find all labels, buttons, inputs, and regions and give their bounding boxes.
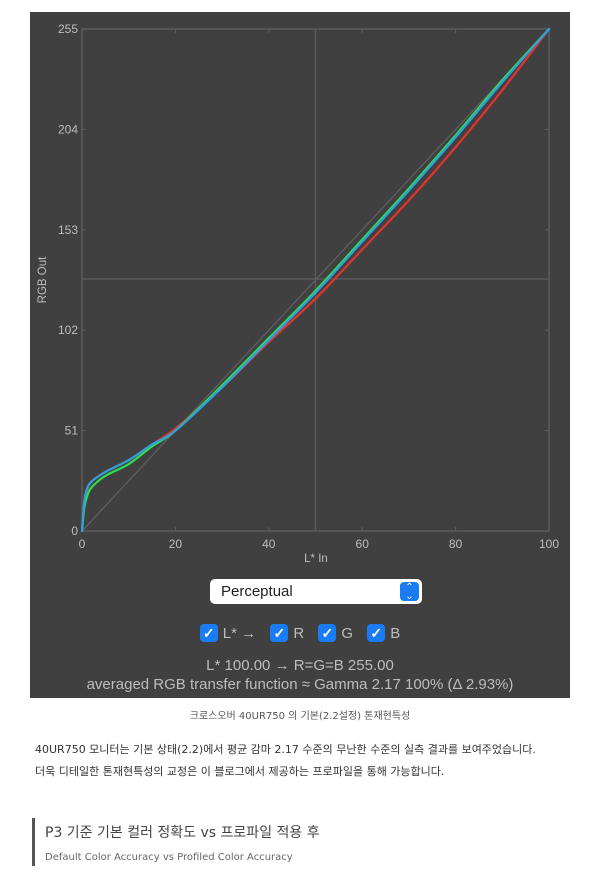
x-tick-label: 20: [169, 537, 183, 551]
checkbox-b[interactable]: ✓ B: [367, 624, 400, 642]
checkbox-r[interactable]: ✓ R: [270, 624, 304, 642]
check-icon: ✓: [318, 624, 337, 642]
y-tick-label: 102: [58, 323, 78, 337]
checkbox-label: G: [341, 624, 354, 642]
tone-curve-chart: 0 20 40 60 80 100 0 51 102 153 204 255 L* In RGB Ou…: [37, 22, 559, 565]
check-icon: ✓: [270, 624, 289, 642]
readout-text: L* 100.00 → R=G=B 255.00: [206, 657, 394, 674]
series-line-g: [80, 27, 551, 533]
x-axis-label: L* In: [304, 553, 328, 565]
image-caption: 크로스오버 40UR750 의 기본(2.2설정) 톤재현특성: [189, 711, 411, 722]
rendering-intent-select[interactable]: Perceptual ⌃ ⌄: [210, 579, 422, 604]
tone-curve-panel: 0 20 40 60 80 100 0 51 102 153 204 255 L* In RGB Ou…: [30, 12, 570, 698]
section-subheading: Default Color Accuracy vs Profiled Color…: [45, 852, 293, 863]
reference-diagonal: [81, 28, 550, 532]
channel-checkboxes: ✓ L* → ✓ R ✓ G ✓ B: [30, 624, 570, 642]
summary-text: averaged RGB transfer function ≈ Gamma 2…: [86, 676, 514, 693]
x-tick-label: 60: [356, 537, 370, 551]
series-line-b: [80, 27, 551, 533]
checkbox-label: R: [293, 624, 305, 642]
check-icon: ✓: [199, 624, 218, 642]
x-tick-label: 40: [262, 537, 276, 551]
paragraph-line: 40UR750 모니터는 기본 상태(2.2)에서 평균 감마 2.17 수준의…: [35, 743, 536, 756]
y-tick-label: 0: [71, 524, 78, 538]
y-tick-label: 51: [65, 424, 79, 438]
checkbox-label: L* →: [222, 624, 257, 642]
chevron-up-down-icon: ⌃ ⌄: [400, 582, 419, 602]
y-tick-label: 153: [58, 223, 78, 237]
section-heading: P3 기준 기본 컬러 정확도 vs 프로파일 적용 후: [45, 825, 320, 841]
paragraph-line: 더욱 디테일한 톤재현특성의 교정은 이 블로그에서 제공하는 프로파일을 통해…: [35, 765, 445, 778]
x-tick-label: 0: [79, 537, 86, 551]
heading-accent-bar: [32, 818, 35, 866]
y-tick-label: 204: [58, 122, 78, 136]
checkbox-label: B: [390, 624, 401, 642]
y-tick-label: 255: [58, 22, 78, 36]
x-tick-label: 80: [449, 537, 463, 551]
checkbox-g[interactable]: ✓ G: [318, 624, 353, 642]
y-axis-label: RGB Out: [37, 256, 49, 303]
rendering-intent-value: Perceptual: [221, 583, 293, 600]
check-icon: ✓: [367, 624, 386, 642]
x-tick-label: 100: [539, 537, 559, 551]
checkbox-lstar[interactable]: ✓ L* →: [199, 624, 257, 642]
